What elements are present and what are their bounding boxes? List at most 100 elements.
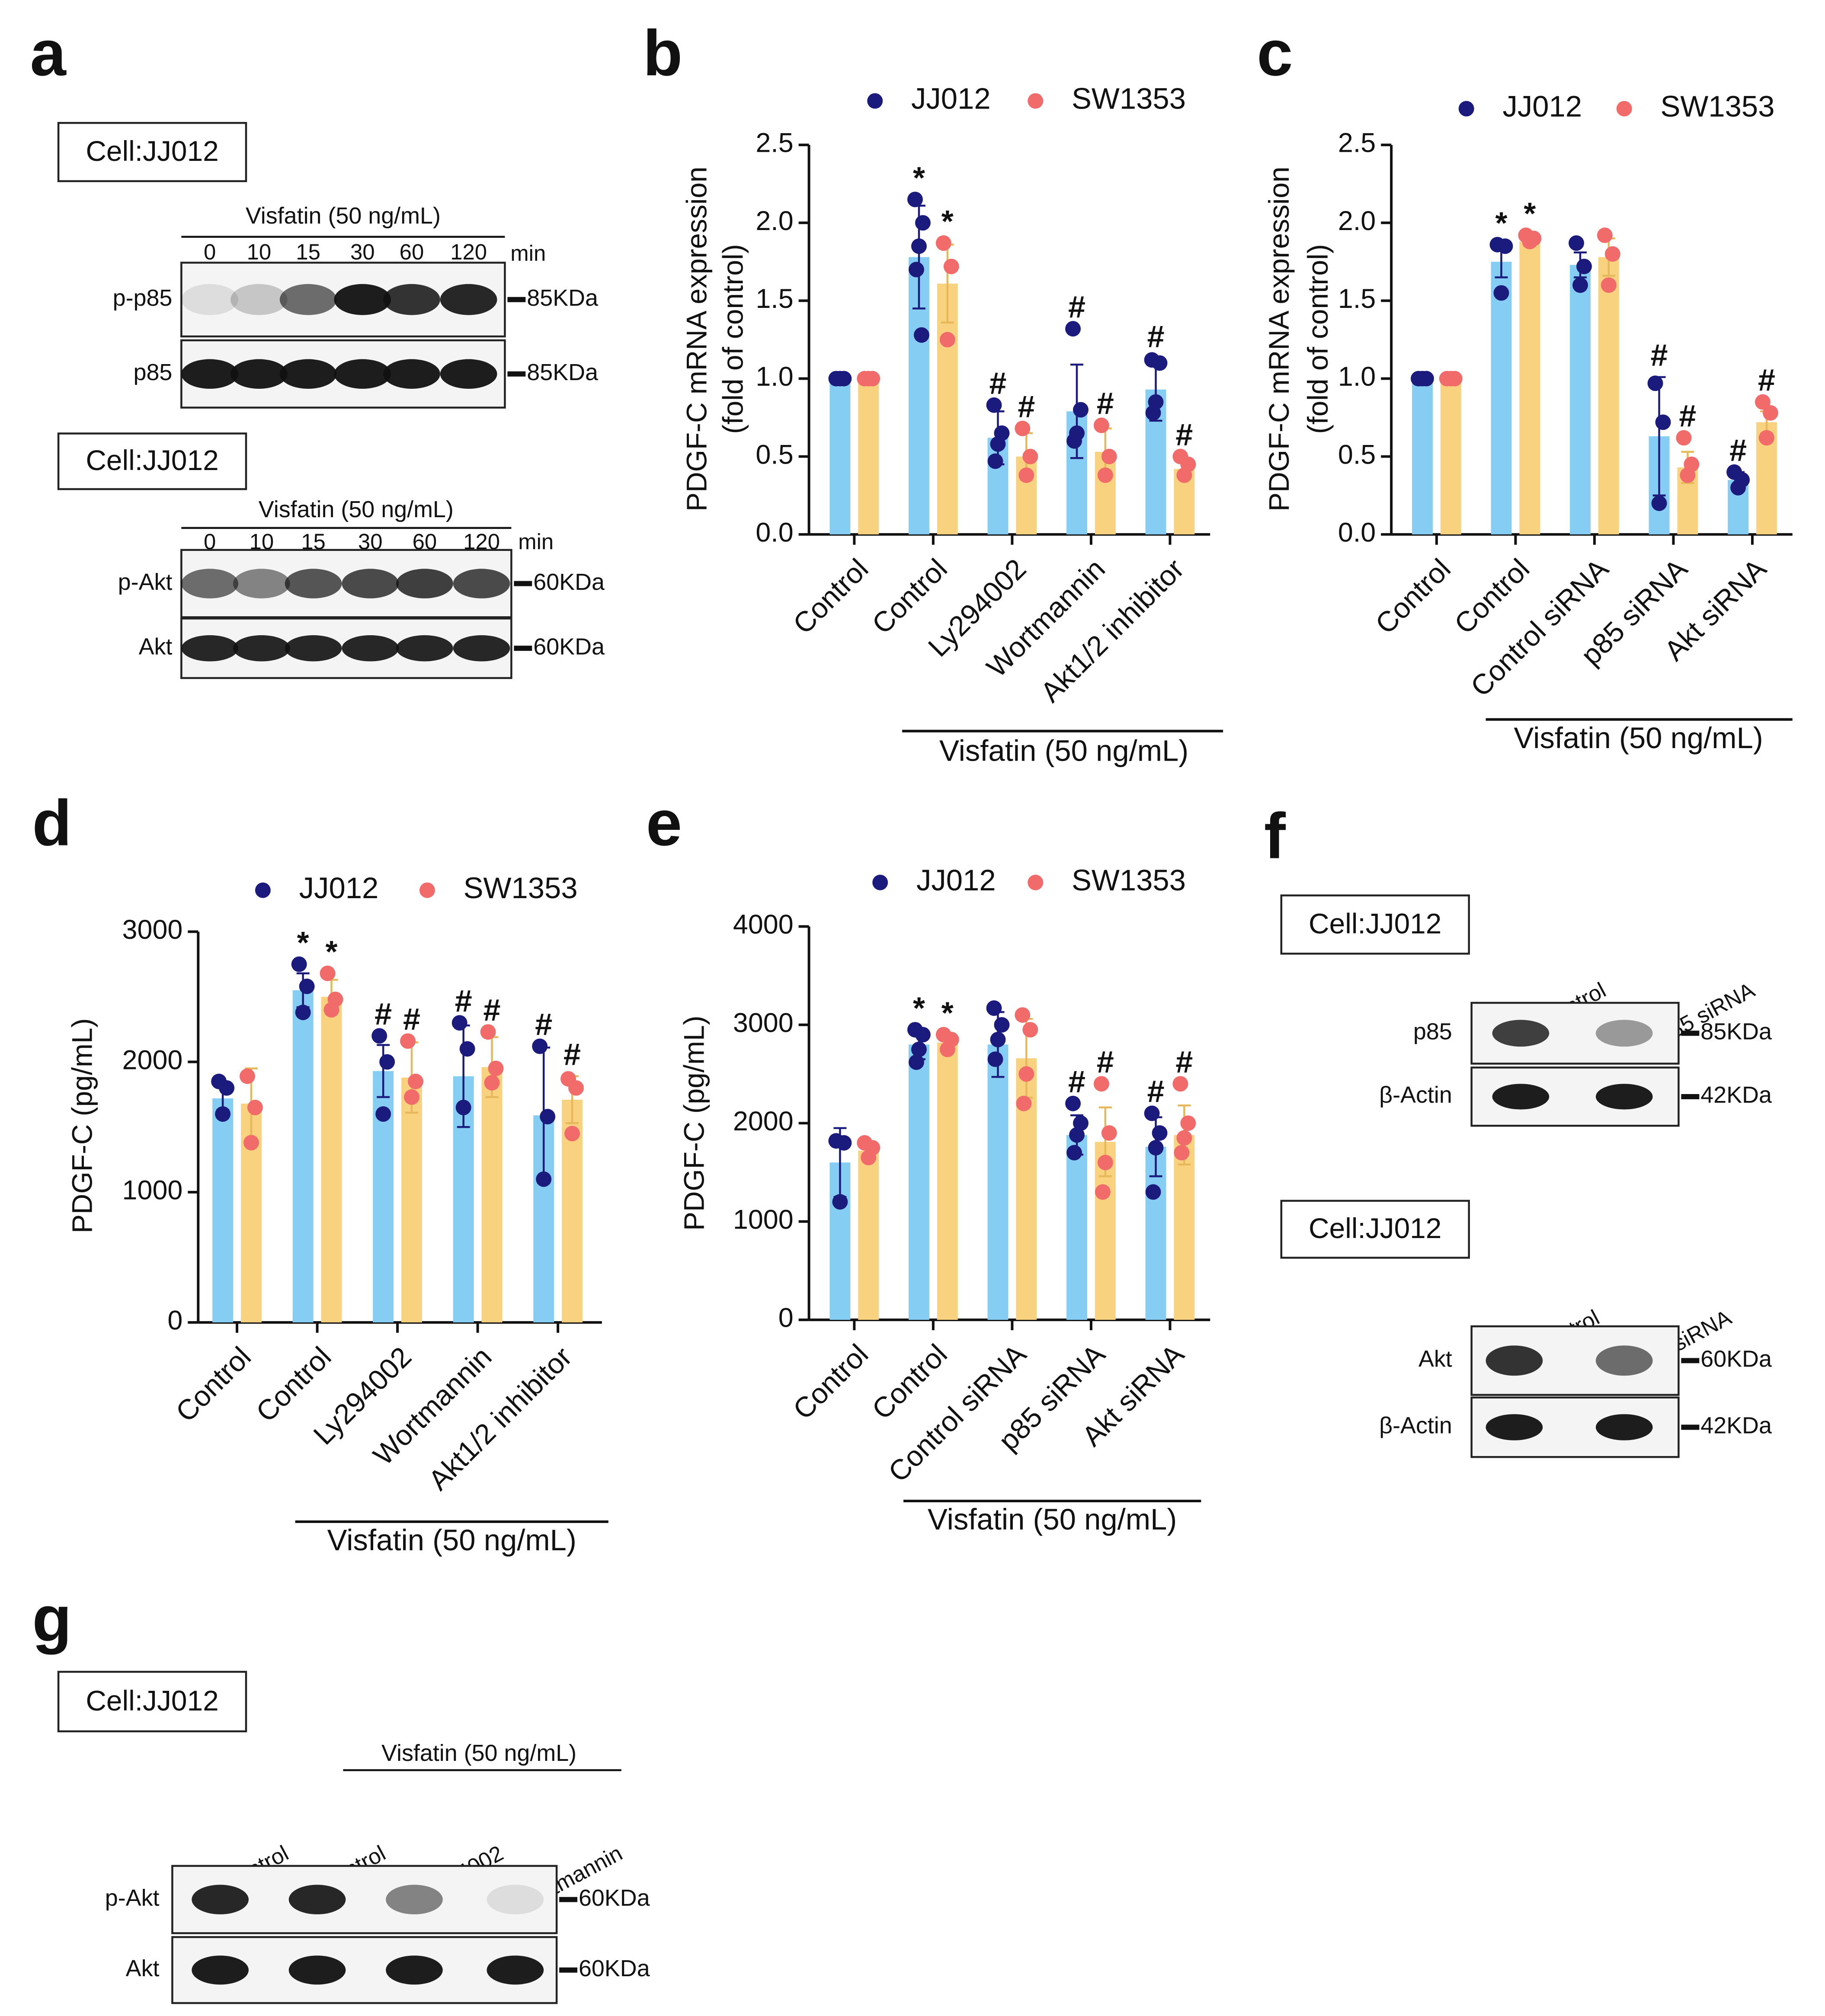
row-label: Akt — [139, 634, 173, 659]
data-point — [1572, 277, 1588, 293]
data-point — [1601, 277, 1617, 293]
data-point — [832, 371, 848, 387]
data-point — [1073, 1115, 1089, 1131]
data-point — [1015, 420, 1031, 436]
data-point — [1097, 1155, 1113, 1171]
blot-band — [342, 569, 399, 598]
bar — [1570, 265, 1591, 534]
blot-band — [233, 569, 290, 598]
y-axis-label: PDGF-C (pg/mL) — [66, 1018, 98, 1233]
significance-marker: * — [1495, 206, 1508, 240]
data-point — [1066, 1145, 1082, 1161]
data-point — [219, 1080, 235, 1096]
blot-band — [1595, 1020, 1653, 1047]
significance-marker: # — [483, 993, 501, 1027]
legend-label: SW1353 — [464, 871, 578, 905]
blot-band — [1492, 1020, 1550, 1047]
y-tick-label: 2000 — [733, 1106, 794, 1136]
blot-band — [285, 569, 342, 598]
panel-letter: d — [32, 787, 71, 859]
significance-marker: # — [989, 366, 1007, 401]
legend-marker — [872, 874, 888, 890]
blot-band — [233, 635, 290, 662]
y-tick-label: 0.5 — [756, 439, 793, 470]
blot-band — [1595, 1414, 1653, 1440]
legend-marker — [1616, 101, 1632, 117]
y-tick-label: 2000 — [122, 1045, 183, 1075]
panel-letter: g — [32, 1583, 71, 1655]
data-point — [911, 1041, 927, 1057]
data-point — [1522, 234, 1538, 250]
data-point — [375, 1106, 391, 1122]
y-tick-label: 1.0 — [1338, 362, 1376, 392]
lane-unit: min — [518, 529, 554, 554]
size-label: 42KDa — [1700, 1413, 1772, 1439]
bar — [292, 990, 314, 1323]
data-point — [1101, 448, 1117, 464]
blot-band — [231, 284, 288, 315]
data-point — [1651, 495, 1667, 511]
cell-label: Cell:JJ012 — [1309, 907, 1441, 939]
data-point — [913, 327, 929, 343]
bar — [401, 1077, 422, 1323]
data-point — [1497, 238, 1513, 254]
data-point — [1493, 285, 1509, 301]
data-point — [907, 192, 923, 208]
y-tick-label: 3000 — [122, 915, 183, 945]
group-label: Visfatin (50 ng/mL) — [928, 1503, 1177, 1536]
data-point — [1022, 1022, 1038, 1038]
bar — [987, 1044, 1009, 1320]
bar — [1412, 378, 1433, 534]
significance-marker: # — [1068, 1065, 1085, 1099]
bar — [1174, 1135, 1195, 1320]
cell-label: Cell:JJ012 — [86, 444, 218, 476]
bar — [858, 378, 879, 534]
bar — [481, 1067, 503, 1323]
data-point — [564, 1126, 580, 1142]
blot-band — [192, 1885, 249, 1914]
data-point — [1018, 1066, 1034, 1082]
data-point — [987, 1051, 1003, 1067]
significance-marker: * — [941, 204, 954, 239]
bar — [1519, 241, 1540, 534]
significance-marker: # — [535, 1008, 552, 1042]
data-point — [836, 1135, 852, 1151]
blot-band — [440, 359, 497, 389]
legend-marker — [1028, 874, 1044, 890]
blot-band — [386, 1955, 443, 1985]
data-point — [1647, 375, 1663, 391]
legend-label: JJ012 — [911, 82, 991, 115]
data-point — [1597, 227, 1613, 243]
panel-letter: e — [646, 787, 682, 859]
data-point — [408, 1073, 423, 1089]
significance-marker: # — [1097, 1045, 1114, 1079]
data-point — [909, 262, 924, 278]
data-point — [404, 1089, 419, 1105]
data-point — [1016, 1095, 1032, 1111]
lane-label: 10 — [247, 240, 272, 264]
data-point — [935, 235, 951, 251]
data-point — [1144, 1105, 1160, 1121]
blot-band — [181, 359, 239, 389]
data-point — [1755, 394, 1771, 410]
y-tick-label: 2.0 — [756, 206, 793, 236]
size-label: 60KDa — [1700, 1346, 1772, 1372]
data-point — [943, 259, 959, 275]
size-label: 60KDa — [579, 1955, 650, 1981]
panel-letter: a — [30, 17, 67, 89]
cell-label: Cell:JJ012 — [86, 1684, 218, 1716]
blot-band — [396, 569, 453, 598]
bar — [829, 378, 851, 534]
data-point — [1101, 1125, 1117, 1141]
size-label: 85KDa — [1700, 1019, 1772, 1045]
blot-band — [334, 284, 391, 315]
cell-label-box — [57, 1670, 247, 1732]
data-point — [1180, 1115, 1196, 1131]
data-point — [1095, 1184, 1111, 1200]
blot-band — [279, 359, 337, 389]
data-point — [1066, 433, 1082, 449]
data-point — [1065, 321, 1081, 337]
significance-marker: # — [1018, 390, 1035, 424]
